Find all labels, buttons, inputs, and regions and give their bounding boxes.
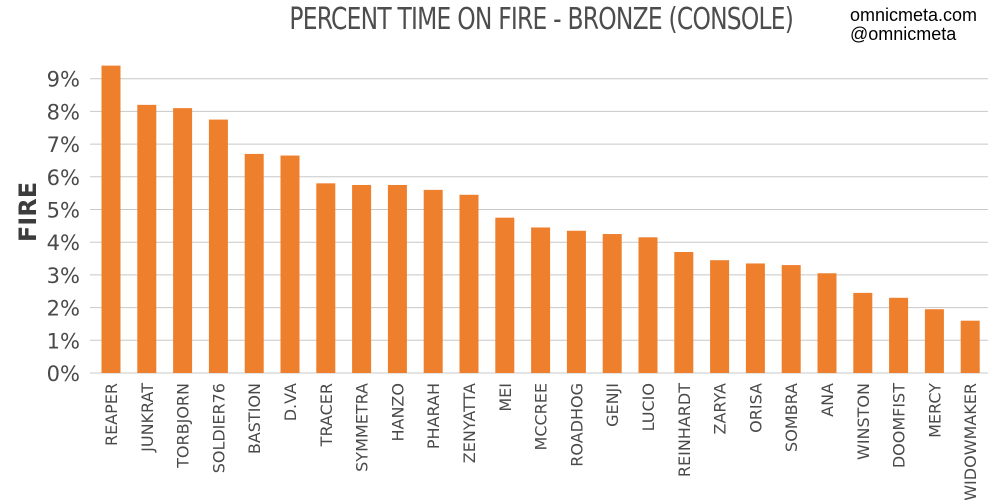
bar-widowmaker	[960, 320, 980, 373]
bar-pharah	[423, 189, 443, 373]
bar-lucio	[638, 237, 658, 373]
x-tick-label: SYMMETRA	[353, 383, 372, 472]
x-tick-label: ZENYATTA	[460, 383, 479, 463]
x-tick-label: MCCREE	[532, 383, 551, 450]
x-tick-label: BASTION	[245, 383, 264, 454]
x-tick-label: ZARYA	[711, 383, 730, 435]
bar-doomfist	[889, 297, 909, 373]
x-tick-label: TRACER	[317, 383, 336, 447]
y-tick-label: 8%	[47, 100, 80, 124]
x-axis-ticks: REAPER JUNKRAT TORBJORN SOLDIER76 BASTION D.V…	[102, 383, 980, 500]
x-tick-label: D.VA	[281, 383, 300, 421]
bar-sombra	[781, 265, 801, 373]
y-axis-label: FIRE	[14, 182, 42, 242]
x-tick-label: ANA	[818, 383, 837, 417]
bar-mccree	[531, 227, 551, 373]
bar-zenyatta	[459, 194, 479, 373]
x-tick-label: SOLDIER76	[209, 383, 228, 473]
bar-mei	[495, 217, 515, 373]
bar-zarya	[710, 260, 730, 373]
y-tick-label: 7%	[47, 133, 80, 157]
x-tick-label: DOOMFIST	[890, 383, 909, 468]
y-tick-label: 9%	[47, 68, 80, 92]
bar-orisa	[745, 263, 765, 373]
x-tick-label: MEI	[496, 383, 515, 412]
bar-d-va	[280, 155, 300, 373]
bar-mercy	[924, 309, 944, 373]
bar-genji	[602, 234, 622, 373]
x-tick-label: HANZO	[388, 383, 407, 442]
bar-roadhog	[566, 230, 586, 373]
x-tick-label: TORBJORN	[174, 383, 193, 469]
bar-symmetra	[352, 184, 372, 373]
bar-reaper	[101, 65, 121, 374]
site-credit: omnicmeta.com	[850, 5, 978, 25]
bar-reinhardt	[674, 252, 694, 373]
y-tick-label: 1%	[47, 329, 80, 353]
bar-bastion	[244, 153, 264, 373]
x-tick-label: REINHARDT	[675, 383, 694, 477]
x-tick-label: MERCY	[925, 383, 944, 438]
y-tick-label: 3%	[47, 264, 80, 288]
y-tick-label: 0%	[47, 362, 80, 386]
y-tick-label: 5%	[47, 199, 80, 223]
x-tick-label: LUCIO	[639, 383, 658, 431]
bar-winston	[853, 292, 873, 373]
x-tick-label: REAPER	[102, 383, 121, 446]
x-tick-label: SOMBRA	[782, 383, 801, 452]
bar-soldier76	[208, 119, 228, 373]
y-axis-ticks: 0% 1% 2% 3% 4% 5% 6% 7% 8% 9%	[47, 68, 80, 386]
x-tick-label: ROADHOG	[567, 383, 586, 467]
bar-ana	[817, 273, 837, 373]
y-tick-label: 2%	[47, 297, 80, 321]
x-tick-label: WIDOWMAKER	[961, 383, 980, 500]
bar-hanzo	[387, 184, 407, 373]
x-tick-label: ORISA	[746, 383, 765, 433]
x-tick-label: JUNKRAT	[138, 383, 157, 453]
handle-credit: @omnicmeta	[850, 24, 957, 44]
bar-torbjorn	[173, 108, 193, 373]
y-tick-label: 6%	[47, 166, 80, 190]
x-tick-label: PHARAH	[424, 383, 443, 449]
x-tick-label: WINSTON	[854, 383, 873, 460]
chart-title: PERCENT TIME ON FIRE - BRONZE (CONSOLE)	[289, 2, 794, 37]
x-tick-label: GENJI	[603, 383, 622, 427]
bars	[101, 65, 980, 374]
y-tick-label: 4%	[47, 231, 80, 255]
bar-tracer	[316, 183, 336, 373]
bar-junkrat	[137, 104, 157, 374]
